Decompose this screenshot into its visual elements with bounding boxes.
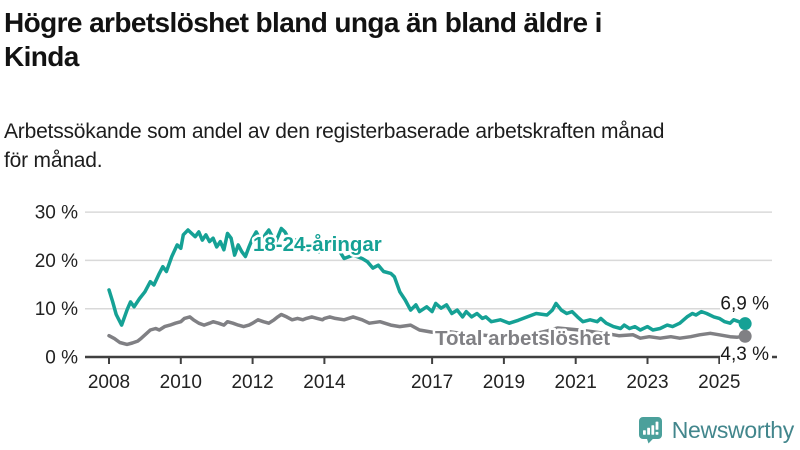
chart-title: Högre arbetslöshet bland unga än bland ä…: [4, 6, 784, 74]
y-axis-tick-labels: 0 % 10 % 20 % 30 %: [35, 203, 78, 369]
end-label-background: [720, 344, 772, 365]
chart-subtitle-line-2: för månad.: [4, 149, 103, 172]
y-tick-label: 10 %: [35, 299, 78, 320]
end-label-background: [720, 293, 772, 314]
x-tick-label: 2021: [555, 372, 597, 393]
newsworthy-logo: Newsworthy: [638, 416, 794, 444]
end-dot-youth: [738, 317, 752, 331]
line-total: [107, 312, 747, 347]
x-tick-label: 2025: [698, 372, 740, 393]
x-tick-label: 2014: [303, 372, 346, 393]
series-lines: [107, 226, 747, 347]
end-value-label-youth: 6,9 %: [720, 294, 769, 315]
bar-chart-glyph: [642, 421, 659, 435]
newsworthy-bubble-chart-icon: [638, 417, 662, 444]
exclamation-dot: [655, 431, 659, 435]
x-axis-tick-labels: 2008 2010 2012 2014 2017 2019 2021 2023 2025: [88, 372, 741, 393]
y-tick-label: 30 %: [35, 203, 78, 224]
chart-title-line-2: Kinda: [4, 41, 79, 72]
x-tick-label: 2012: [231, 372, 273, 393]
x-axis: [85, 355, 777, 364]
line-youth: [107, 226, 747, 332]
series-label-total: Total arbetslöshet: [435, 327, 610, 350]
x-tick-label: 2023: [626, 372, 668, 393]
chart-title-line-1: Högre arbetslöshet bland unga än bland ä…: [4, 7, 602, 38]
series-end-markers: [738, 317, 752, 343]
y-tick-label: 20 %: [35, 251, 78, 272]
end-value-label-backgrounds: [720, 293, 772, 365]
end-dot-total: [738, 329, 752, 343]
y-tick-label: 0 %: [45, 348, 78, 369]
series-label-youth: 18-24-åringar: [253, 233, 382, 256]
exclamation-bar: [655, 421, 659, 430]
chart-subtitle: Arbetssökande som andel av den registerb…: [4, 117, 794, 175]
newsworthy-wordmark: Newsworthy: [671, 416, 795, 443]
end-value-label-total: 4,3 %: [720, 344, 769, 365]
x-tick-label: 2019: [483, 372, 525, 393]
x-tick-label: 2017: [411, 372, 453, 393]
gridlines: [85, 211, 772, 310]
chart-subtitle-line-1: Arbetssökande som andel av den registerb…: [4, 120, 665, 143]
x-tick-label: 2010: [160, 372, 202, 393]
x-tick-label: 2008: [88, 372, 130, 393]
